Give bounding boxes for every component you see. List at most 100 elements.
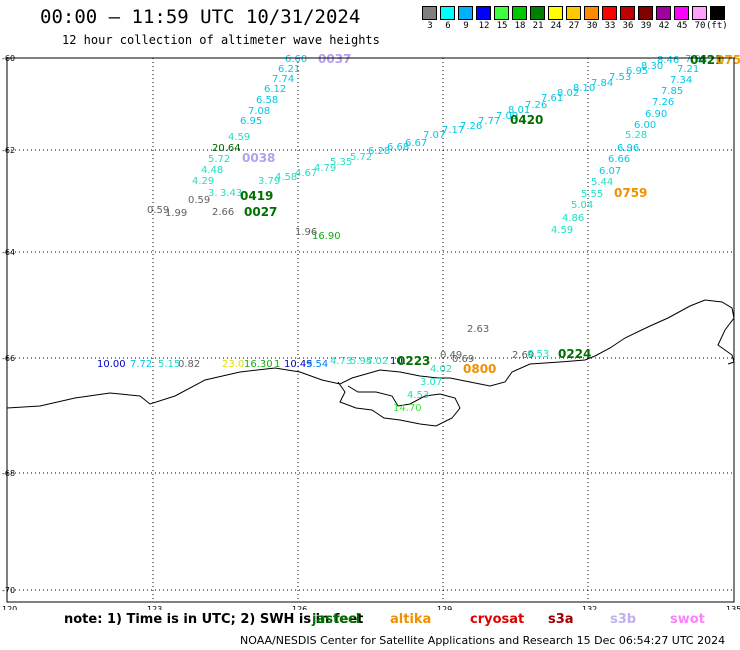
wave-height-value: 20.64: [212, 143, 241, 154]
wave-height-value: 10.00: [97, 359, 126, 370]
wave-height-value: 0.49: [440, 350, 462, 361]
latitude-label: -68: [2, 469, 15, 478]
legend-swatch: [620, 6, 635, 20]
legend-label: 42: [658, 21, 670, 31]
wave-height-value: 7.08: [248, 106, 270, 117]
longitude-label: 132: [582, 605, 597, 610]
wave-height-value: 2.69: [512, 350, 534, 361]
wave-height-value: 0.69: [452, 354, 474, 365]
pass-time-label: 0037: [318, 52, 351, 66]
legend-label: 12: [478, 21, 490, 31]
footer-note: note: 1) Time is in UTC; 2) SWH is in fe…: [64, 612, 364, 627]
wave-height-value: 16.30: [244, 359, 273, 370]
wave-height-value: 5.15: [158, 359, 180, 370]
legend-label: 30: [586, 21, 598, 31]
wave-height-value: 2.63: [467, 324, 489, 335]
wave-height-value: 10.45: [284, 359, 313, 370]
wave-height-value: 5.94: [350, 356, 372, 367]
wave-height-value: 7.77: [478, 116, 500, 127]
legend-swatch: [422, 6, 437, 20]
pass-time-label: 0038: [242, 151, 275, 165]
wave-height-value: 6.95: [240, 116, 262, 127]
wave-height-value: 5.55: [581, 189, 603, 200]
wave-height-value: 6.28: [368, 146, 390, 157]
latitude-label: -64: [2, 248, 15, 257]
wave-height-value: 4.48: [201, 165, 223, 176]
wave-height-value: 5.72: [208, 154, 230, 165]
wave-height-value: 8.01: [508, 105, 530, 116]
legend-swatch: [440, 6, 455, 20]
legend-swatch: [530, 6, 545, 20]
latitude-label: -70: [2, 586, 15, 595]
map-title: 00:00 – 11:59 UTC 10/31/2024: [40, 6, 361, 28]
wave-height-value: 7.84: [591, 78, 613, 89]
wave-height-value: 1.99: [165, 208, 187, 219]
pass-time-label: 0419: [240, 189, 273, 203]
wave-height-value: 8.46: [657, 55, 679, 66]
wave-height-value: 5.04: [571, 200, 593, 211]
legend-label: 45: [676, 21, 688, 31]
wave-height-value: 6.90: [645, 109, 667, 120]
longitude-label: 135: [726, 605, 740, 610]
legend-swatch: [584, 6, 599, 20]
wave-height-value: 3.43: [220, 188, 242, 199]
legend-label: 33: [604, 21, 616, 31]
wave-height-value: 5.35: [330, 157, 352, 168]
legend-swatch: [548, 6, 563, 20]
wave-height-value: 6.53: [527, 349, 549, 360]
wave-height-map: 120 123 126 129 132 135-60-62-64-66-68-70 6.6…: [2, 52, 740, 610]
legend-swatch: [674, 6, 689, 20]
wave-height-value: 8.30: [641, 61, 663, 72]
wave-height-value: 1: [274, 359, 280, 370]
legend-label: 39: [640, 21, 652, 31]
legend-swatch: [656, 6, 671, 20]
wave-height-value: 14.70: [393, 403, 422, 414]
legend-swatch: [476, 6, 491, 20]
wave-height-value: 7.26: [652, 97, 674, 108]
legend-label: 36: [622, 21, 634, 31]
wave-height-value: 3.: [208, 188, 218, 199]
map-frame: [6, 57, 735, 603]
satellite-jason-label: jastecl: [312, 612, 361, 627]
wave-height-value: 5.28: [625, 130, 647, 141]
wave-height-value: 7.26: [525, 100, 547, 111]
wave-height-value: 7.85: [661, 86, 683, 97]
satellite-swot-label: swot: [670, 612, 705, 627]
satellite-cryosat-label: cryosat: [470, 612, 525, 627]
wave-height-value: 6.95: [626, 66, 648, 77]
credit-line: NOAA/NESDIS Center for Satellite Applica…: [240, 634, 726, 647]
wave-height-value: 8.10: [573, 83, 595, 94]
legend-swatch: [638, 6, 653, 20]
wave-height-value: 3.79: [258, 176, 280, 187]
wave-height-value: 4.73: [330, 356, 352, 367]
legend-label: 3: [427, 21, 433, 31]
wave-height-value: 7.07: [423, 130, 445, 141]
legend-swatch: [566, 6, 581, 20]
legend-swatch: [602, 6, 617, 20]
wave-height-value: 4.58: [275, 172, 297, 183]
wave-height-value: 3.07: [420, 377, 442, 388]
legend-label: 27: [568, 21, 580, 31]
wave-height-value: 7.21: [677, 64, 699, 75]
wave-height-value: 5.72: [350, 152, 372, 163]
pass-time-label: 0027: [244, 205, 277, 219]
legend-swatch: [458, 6, 473, 20]
satellite-s3a-label: s3a: [548, 612, 574, 627]
wave-height-value: 6.12: [264, 84, 286, 95]
legend-swatch: [494, 6, 509, 20]
wave-height-value: 7.74: [272, 74, 294, 85]
satellite-s3b-label: s3b: [610, 612, 637, 627]
wave-height-value: 0.59: [188, 195, 210, 206]
wave-height-value: 7.53: [609, 72, 631, 83]
wave-height-value: 6.07: [599, 166, 621, 177]
antarctic-coastline: [6, 299, 735, 409]
pass-time-label: 0223: [397, 354, 430, 368]
wave-height-value: 4.86: [562, 213, 584, 224]
wave-height-value: 6.21: [278, 64, 300, 75]
wave-height-value: 6.00: [634, 120, 656, 131]
map-subtitle: 12 hour collection of altimeter wave hei…: [62, 33, 380, 47]
legend-swatch: [692, 6, 707, 20]
wave-height-value: 16.90: [312, 231, 341, 242]
wave-height-value: 0.82: [178, 359, 200, 370]
wave-height-value: 4.59: [551, 225, 573, 236]
